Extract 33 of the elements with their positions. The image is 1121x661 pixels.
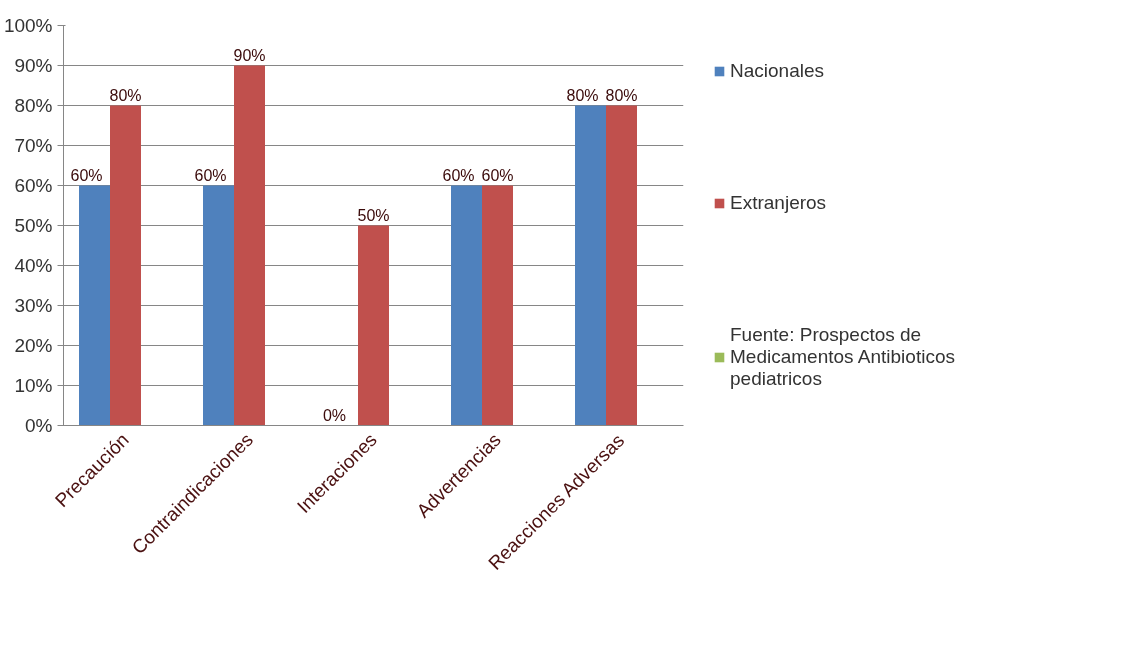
bar xyxy=(110,105,141,426)
bar xyxy=(482,185,513,426)
legend-label: Fuente: Prospectos de Medicamentos Antibioticos pediatricos xyxy=(730,324,955,390)
text: 80% xyxy=(109,86,142,104)
text: 90% xyxy=(233,46,266,64)
legend-label: Extranjeros xyxy=(730,192,827,214)
y-tick-label: 0% xyxy=(25,415,53,436)
y-tick-label: 30% xyxy=(14,295,53,316)
y-tick-label: 70% xyxy=(14,135,53,156)
y-tick-label: 40% xyxy=(14,255,53,276)
bar xyxy=(451,185,482,426)
y-tick-label: 60% xyxy=(14,175,53,196)
bar xyxy=(358,225,389,426)
text: 60% xyxy=(442,166,475,184)
text: 60% xyxy=(194,166,227,184)
text: 80% xyxy=(605,86,638,104)
y-tick-label: 90% xyxy=(14,55,53,76)
y-tick-label: 50% xyxy=(14,215,53,236)
legend-label: Nacionales xyxy=(730,60,824,82)
text: 60% xyxy=(70,166,103,184)
y-tick-label: 20% xyxy=(14,335,53,356)
bar xyxy=(234,65,265,426)
text: 80% xyxy=(566,86,599,104)
y-tick-label: 10% xyxy=(14,375,53,396)
y-tick-label: 100% xyxy=(3,15,53,36)
y-tick-label: 80% xyxy=(14,95,53,116)
bar xyxy=(606,105,637,426)
text: 60% xyxy=(481,166,514,184)
text: 50% xyxy=(357,206,390,224)
bar xyxy=(575,105,606,426)
bar xyxy=(79,185,110,426)
bar xyxy=(203,185,234,426)
text: 0% xyxy=(322,406,347,424)
